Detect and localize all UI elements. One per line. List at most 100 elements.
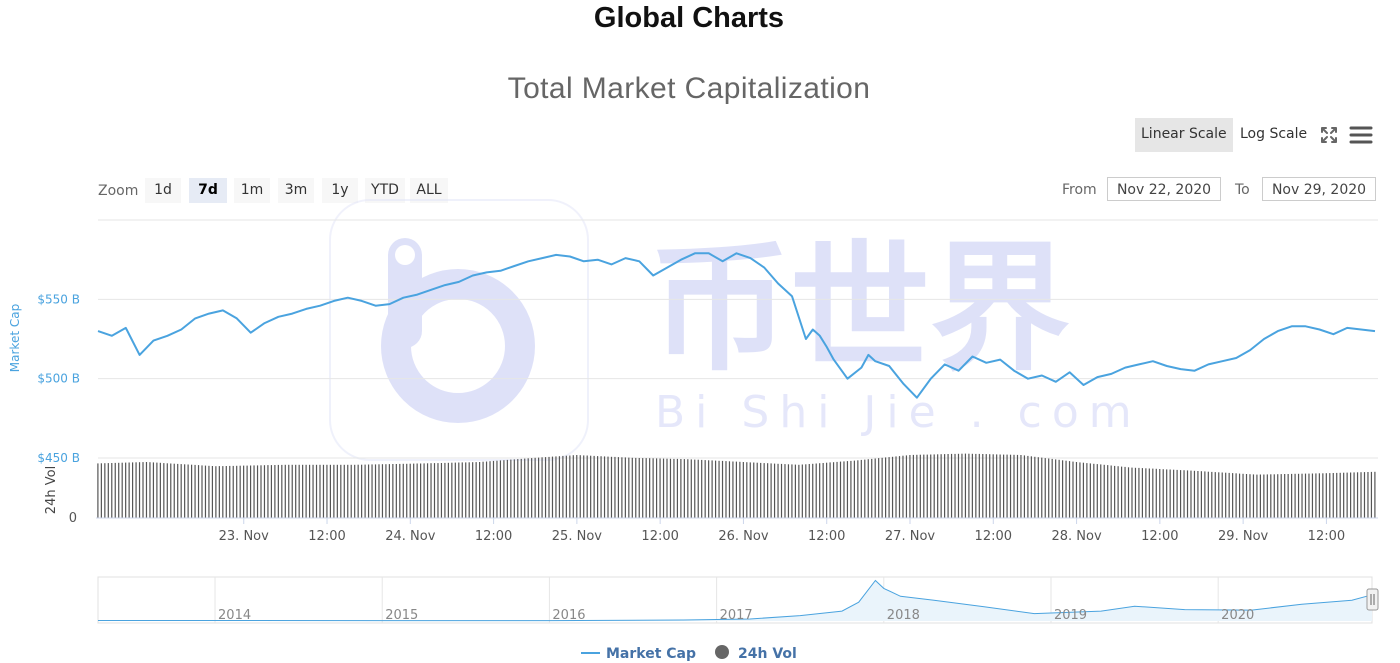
volume-bar <box>468 462 470 518</box>
volume-bar <box>1207 471 1209 518</box>
volume-bar <box>1367 472 1369 518</box>
x-axis: 23. Nov 12:00 24. Nov 12:00 25. Nov 12:00 26. … <box>219 518 1345 544</box>
volume-bar <box>1030 456 1032 518</box>
volume-bar <box>798 464 800 518</box>
x-tick-label: 23. Nov <box>219 529 269 544</box>
volume-bar <box>1214 472 1216 518</box>
zoom-1y-button[interactable]: 1y <box>322 178 358 203</box>
to-label: To <box>1235 182 1250 198</box>
volume-bar <box>322 464 325 518</box>
volume-bar <box>839 461 842 518</box>
fullscreen-icon[interactable] <box>1316 122 1342 148</box>
zoom-label: Zoom <box>98 183 139 199</box>
volume-bar <box>1350 472 1352 518</box>
volume-bar <box>1141 468 1143 518</box>
volume-bar <box>760 462 762 518</box>
volume-bar <box>655 458 658 518</box>
volume-bar <box>361 464 363 518</box>
volume-bar <box>822 463 824 518</box>
volume-bar <box>1186 470 1189 518</box>
legend: Market Cap 24h Vol <box>581 645 797 662</box>
volume-bar <box>1193 470 1196 518</box>
volume-bar <box>1280 474 1282 518</box>
volume-bar <box>111 463 113 518</box>
volume-bar <box>374 464 377 518</box>
log-scale-button[interactable]: Log Scale <box>1240 126 1308 142</box>
navigator-year-label: 2019 <box>1054 608 1087 623</box>
volume-bar <box>135 462 137 518</box>
volume-bar <box>950 453 953 518</box>
volume-bar <box>249 465 252 518</box>
volume-bar <box>132 462 134 518</box>
volume-bar <box>944 454 946 518</box>
volume-bar <box>794 464 796 518</box>
volume-bar <box>1259 474 1261 518</box>
volume-bar <box>544 457 547 518</box>
volume-bar <box>555 456 557 518</box>
volume-bar <box>1218 472 1220 518</box>
volume-bar <box>1245 474 1248 518</box>
legend-item-market-cap[interactable]: Market Cap <box>581 646 696 662</box>
volume-bar <box>826 462 828 518</box>
navigator[interactable]: 2014 2015 2016 2017 2018 2019 2020 <box>97 576 1379 624</box>
volume-bar <box>763 463 765 519</box>
volume-bar <box>968 453 970 518</box>
hamburger-menu-icon[interactable] <box>1348 122 1374 148</box>
volume-bar <box>1204 471 1206 518</box>
volume-bar <box>302 464 304 518</box>
volume-bar <box>694 459 696 518</box>
volume-bar <box>1200 471 1202 518</box>
volume-bar <box>1155 468 1157 518</box>
volume-bar <box>687 459 689 518</box>
volume-bar <box>149 462 151 518</box>
volume-bar <box>1277 474 1279 518</box>
volume-bar <box>399 463 401 518</box>
zoom-all-button[interactable]: ALL <box>410 178 448 203</box>
zoom-7d-button[interactable]: 7d <box>189 178 227 203</box>
volume-bar <box>624 457 626 518</box>
volume-bar <box>669 458 672 518</box>
volume-bar <box>558 456 561 518</box>
volume-bar <box>1356 472 1359 518</box>
volume-bar <box>246 465 248 518</box>
volume-bar <box>187 464 189 518</box>
volume-bar <box>343 464 345 518</box>
volume-bar <box>159 462 161 518</box>
to-date-input[interactable]: Nov 29, 2020 <box>1262 177 1376 201</box>
x-tick-label: 12:00 <box>1141 529 1178 544</box>
volume-bar <box>1061 460 1064 519</box>
volume-bar <box>971 453 973 518</box>
zoom-1d-button[interactable]: 1d <box>145 178 181 203</box>
volume-bar <box>1124 466 1126 518</box>
volume-bar <box>1318 473 1320 518</box>
volume-bars <box>97 453 1376 519</box>
volume-bar <box>173 463 175 518</box>
volume-bar <box>1173 469 1175 518</box>
volume-bar <box>263 465 266 518</box>
linear-scale-button[interactable]: Linear Scale <box>1135 118 1233 152</box>
volume-bar <box>1197 471 1199 518</box>
zoom-1m-button[interactable]: 1m <box>234 178 270 203</box>
volume-bar <box>982 454 984 518</box>
volume-bar <box>1051 458 1053 518</box>
volume-bar <box>673 458 675 518</box>
from-date-input[interactable]: Nov 22, 2020 <box>1107 177 1221 201</box>
volume-bar <box>215 466 217 518</box>
vol-tick-0: 0 <box>69 511 77 526</box>
volume-bar <box>295 464 297 518</box>
volume-bar <box>166 463 168 518</box>
zoom-3m-button[interactable]: 3m <box>278 178 314 203</box>
volume-bar <box>420 463 422 518</box>
volume-bar <box>964 453 967 518</box>
zoom-ytd-button[interactable]: YTD <box>365 178 405 203</box>
legend-item-24h-vol[interactable]: 24h Vol <box>715 645 797 662</box>
volume-bar <box>211 466 214 518</box>
volume-bar <box>1332 473 1334 518</box>
volume-bar <box>1169 469 1171 518</box>
volume-bar <box>367 464 370 518</box>
market-cap-series-line[interactable] <box>97 252 1376 399</box>
volume-bar <box>999 454 1001 518</box>
volume-bar <box>891 456 894 519</box>
navigator-handle[interactable] <box>1366 588 1379 611</box>
volume-bar <box>565 455 567 518</box>
